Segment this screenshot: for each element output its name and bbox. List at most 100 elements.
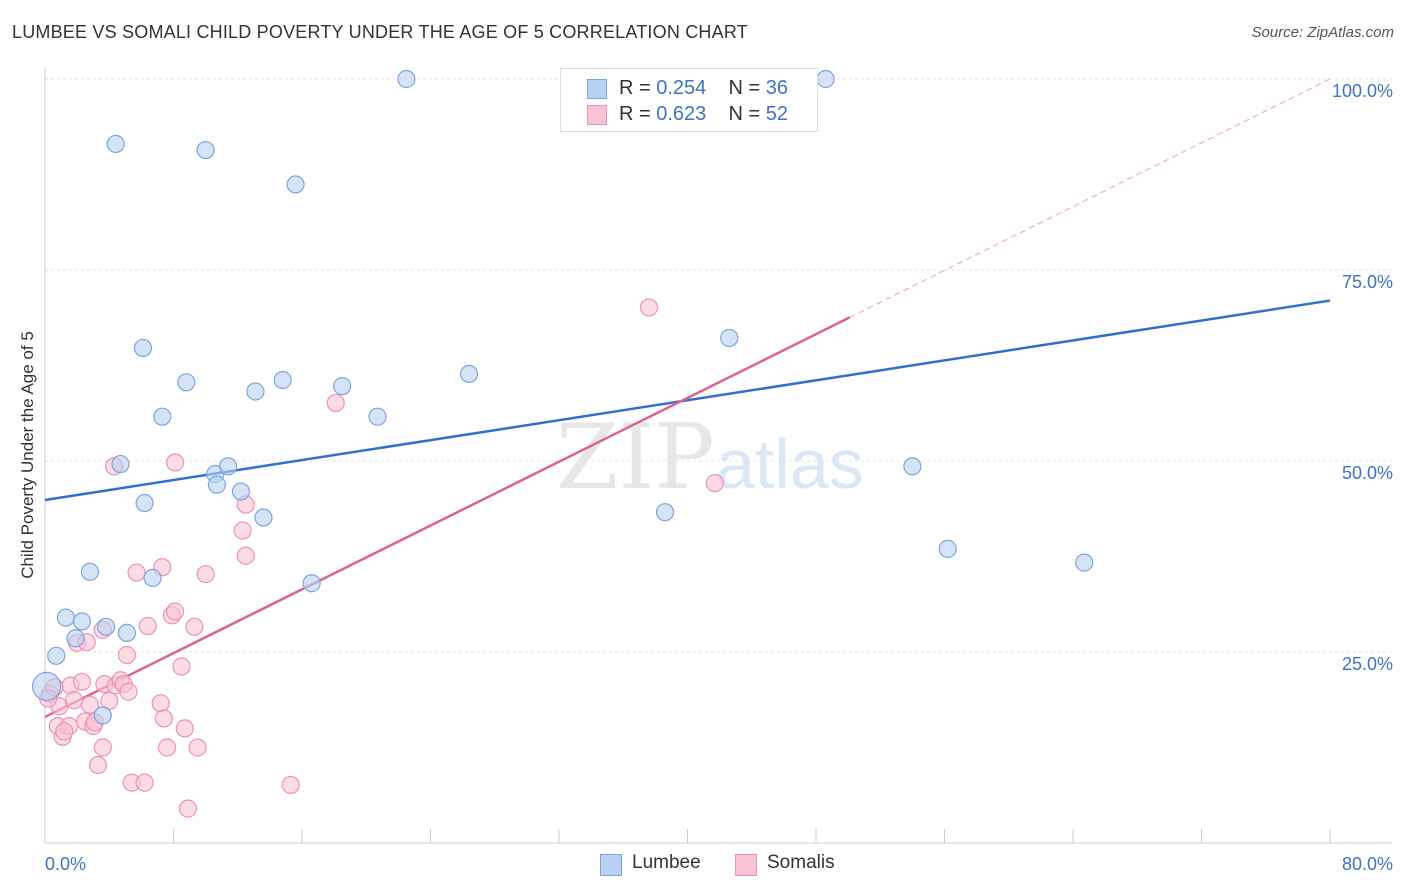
lumbee-point	[219, 457, 238, 476]
somali-point	[127, 563, 146, 582]
somali-r-value: 0.623	[656, 103, 707, 125]
somali-point	[138, 616, 157, 636]
somali-point	[188, 738, 207, 757]
tick-labels: 25.0% 50.0% 75.0% 100.0% 0.0% 80.0%	[45, 81, 1393, 874]
lumbee-point	[302, 574, 321, 593]
somali-point	[281, 775, 300, 795]
correlation-legend: R = 0.254 N = 36 R = 0.623 N = 52	[560, 68, 818, 132]
source-label: Source: ZipAtlas.com	[1251, 24, 1394, 41]
lumbee-point	[1075, 553, 1094, 572]
somali-point	[236, 546, 255, 565]
somali-point	[166, 453, 185, 472]
lumbee-point	[177, 373, 196, 392]
lumbee-r-label: R =	[619, 77, 651, 99]
lumbee-point	[135, 493, 154, 513]
lumbee-point	[903, 457, 922, 476]
somali-swatch	[587, 105, 607, 125]
somali-point	[72, 672, 92, 691]
lumbee-point	[397, 69, 416, 89]
bottom-lumbee-label: Lumbee	[632, 852, 701, 873]
lumbee-point	[93, 706, 112, 725]
bottom-somali-swatch	[735, 854, 757, 876]
somali-n-value: 52	[765, 103, 789, 125]
y-tick-label: 100.0%	[1332, 81, 1393, 101]
lumbee-point	[938, 539, 957, 558]
lumbee-point	[56, 608, 75, 627]
y-tick-label: 50.0%	[1342, 463, 1393, 483]
bottom-lumbee-swatch	[600, 854, 622, 876]
lumbee-point	[368, 407, 387, 426]
somali-point	[166, 602, 185, 621]
watermark: ZIP atlas	[556, 405, 864, 510]
somali-point	[639, 298, 659, 317]
x-tick-label: 80.0%	[1342, 854, 1393, 874]
y-tick-label: 75.0%	[1342, 272, 1393, 292]
somali-point	[119, 682, 138, 701]
somali-r-label: R =	[619, 103, 651, 125]
lumbee-point	[111, 454, 130, 474]
lumbee-point	[96, 617, 116, 636]
legend-somali-text: R = 0.623 N = 52	[619, 103, 788, 126]
lumbee-point	[47, 646, 66, 665]
lumbee-point	[196, 140, 215, 160]
lumbee-point	[816, 69, 835, 89]
lumbee-n-label: N =	[728, 77, 761, 99]
somali-point	[157, 738, 177, 757]
lumbee-point	[333, 377, 352, 396]
somali-point	[64, 691, 84, 710]
lumbee-point	[32, 671, 62, 701]
lumbee-point	[207, 475, 226, 494]
lumbee-point	[655, 503, 675, 522]
somali-point	[185, 617, 204, 636]
watermark-zip: ZIP	[556, 405, 715, 510]
data-points	[32, 69, 1094, 818]
bottom-somali-label: Somalis	[767, 852, 835, 873]
lumbee-point	[720, 328, 739, 348]
somali-point	[196, 564, 215, 584]
somali-point	[55, 722, 74, 741]
lumbee-point	[254, 508, 273, 527]
somali-point	[151, 694, 170, 713]
watermark-atlas: atlas	[716, 425, 864, 503]
gridlines	[45, 78, 1392, 653]
somali-point	[175, 719, 194, 738]
somali-point	[705, 474, 724, 493]
axes	[44, 68, 1392, 844]
somali-point	[80, 695, 100, 714]
somali-point	[88, 755, 108, 775]
somali-point	[178, 799, 198, 818]
somali-point	[172, 657, 191, 676]
lumbee-point	[231, 482, 251, 501]
lumbee-point	[246, 382, 265, 401]
somali-point	[326, 393, 345, 413]
lumbee-point	[286, 175, 305, 194]
y-tick-label: 25.0%	[1342, 654, 1393, 674]
somali-point	[154, 709, 173, 728]
somali-trend-line	[44, 316, 851, 719]
lumbee-point	[80, 562, 100, 581]
x-tick-label: 0.0%	[45, 854, 86, 874]
lumbee-point	[133, 338, 153, 358]
somali-point	[135, 773, 154, 792]
lumbee-swatch	[587, 79, 607, 99]
lumbee-point	[273, 370, 292, 390]
somali-n-label: N =	[728, 103, 761, 125]
somali-point	[117, 645, 137, 665]
lumbee-point	[117, 623, 137, 643]
trend-lines	[44, 78, 1331, 719]
lumbee-point	[459, 364, 479, 384]
somali-point	[233, 521, 252, 540]
lumbee-point	[153, 407, 172, 426]
somali-point	[93, 738, 112, 757]
chart-title: LUMBEE VS SOMALI CHILD POVERTY UNDER THE…	[12, 22, 748, 42]
somali-trend-extension	[849, 78, 1331, 318]
lumbee-point	[66, 629, 85, 648]
lumbee-r-value: 0.254	[656, 77, 707, 99]
lumbee-n-value: 36	[765, 77, 789, 99]
lumbee-point	[72, 612, 92, 631]
lumbee-point	[143, 568, 162, 587]
lumbee-trend-line	[44, 299, 1331, 502]
lumbee-point	[106, 134, 125, 154]
legend-lumbee-text: R = 0.254 N = 36	[619, 77, 788, 100]
